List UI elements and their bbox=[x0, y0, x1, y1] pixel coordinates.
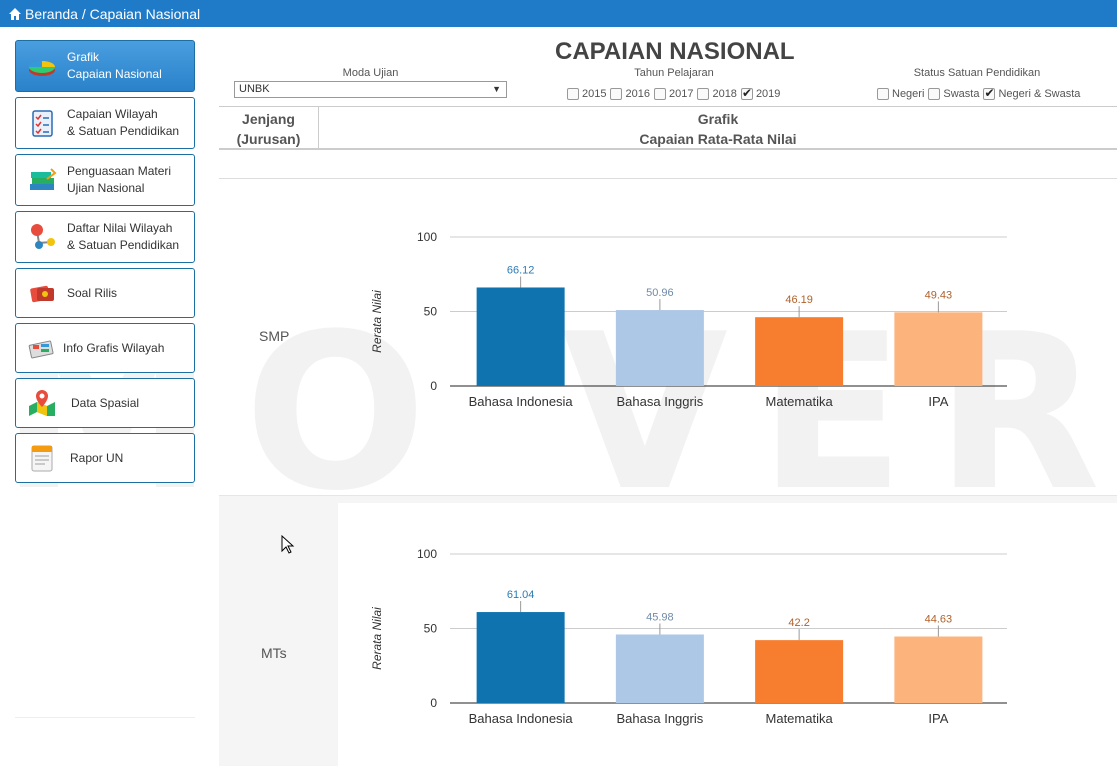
infographic-icon bbox=[28, 340, 54, 359]
sidebar-item-soal-rilis[interactable]: Soal Rilis bbox=[15, 268, 195, 318]
column-header-grafik: Grafik Capaian Rata-Rata Nilai bbox=[639, 111, 797, 147]
moda-ujian-select[interactable]: UNBK ▼ bbox=[234, 81, 507, 98]
sidebar-item-data-spasial[interactable]: Data Spasial bbox=[15, 378, 195, 428]
status-negeri-checkbox[interactable]: Negeri bbox=[877, 84, 924, 100]
y-tick-label: 100 bbox=[417, 547, 437, 561]
checkbox-box[interactable] bbox=[928, 88, 941, 100]
row-divider bbox=[219, 178, 1117, 179]
sidebar-item-capaian-wilayah[interactable]: Capaian Wilayah & Satuan Pendidikan bbox=[15, 97, 195, 149]
home-icon[interactable] bbox=[8, 7, 22, 21]
sidebar-item-label: Penguasaan Materi Ujian Nasional bbox=[67, 164, 172, 195]
checkbox-box[interactable] bbox=[983, 86, 996, 100]
bar[interactable] bbox=[755, 317, 844, 386]
sidebar-item-label: Daftar Nilai Wilayah & Satuan Pendidikan bbox=[67, 221, 180, 252]
data-value-label: 42.2 bbox=[788, 617, 809, 629]
sidebar-item-penguasaan-materi[interactable]: Penguasaan Materi Ujian Nasional bbox=[15, 154, 195, 206]
x-category-label: Matematika bbox=[766, 394, 834, 409]
x-category-label: Matematika bbox=[766, 711, 834, 726]
status-swasta-checkbox[interactable]: Swasta bbox=[928, 84, 979, 100]
x-category-label: Bahasa Inggris bbox=[617, 711, 704, 726]
x-category-label: IPA bbox=[928, 711, 948, 726]
sidebar-item-label: Capaian Wilayah & Satuan Pendidikan bbox=[67, 107, 180, 138]
bar[interactable] bbox=[476, 287, 565, 386]
sidebar-item-rapor-un[interactable]: Rapor UN bbox=[15, 433, 195, 483]
books-icon bbox=[30, 168, 57, 190]
chart-mts: 0 50 100 Rerata Nilai 61.04 Bahasa Indonesia 4… bbox=[370, 547, 1007, 726]
column-header-jenjang: Jenjang (Jurusan) bbox=[219, 107, 319, 149]
x-category-label: Bahasa Inggris bbox=[617, 394, 704, 409]
level-label-mts: MTs bbox=[261, 645, 287, 661]
table-header: Jenjang (Jurusan) Grafik Capaian Rata-Ra… bbox=[219, 106, 1117, 150]
data-value-label: 49.43 bbox=[925, 289, 953, 301]
level-label-smp: SMP bbox=[259, 328, 290, 344]
checkbox-box[interactable] bbox=[610, 88, 623, 100]
y-axis-label: Rerata Nilai bbox=[370, 607, 384, 670]
year-2017-checkbox[interactable]: 2017 bbox=[653, 84, 693, 100]
year-checkbox-group: 2015 2016 2017 2018 2019 bbox=[567, 84, 784, 100]
sidebar-item-label: Data Spasial bbox=[71, 395, 140, 410]
row-divider bbox=[219, 495, 1117, 496]
x-category-label: Bahasa Indonesia bbox=[469, 711, 574, 726]
checkbox-box[interactable] bbox=[653, 88, 666, 100]
data-value-label: 45.98 bbox=[646, 611, 674, 623]
data-value-label: 44.63 bbox=[925, 614, 953, 626]
data-value-label: 66.12 bbox=[507, 264, 535, 276]
mouse-cursor-icon bbox=[281, 535, 295, 554]
row-divider bbox=[219, 495, 1117, 503]
data-value-label: 61.04 bbox=[507, 589, 535, 601]
bar[interactable] bbox=[894, 636, 983, 703]
row-mts-label-cell bbox=[219, 503, 338, 766]
year-2018-checkbox[interactable]: 2018 bbox=[697, 84, 737, 100]
status-negeri-swasta-checkbox[interactable]: Negeri & Swasta bbox=[983, 84, 1080, 100]
chart-smp: 0 50 100 Rerata Nilai 66.12 Bahasa Indonesia 5… bbox=[370, 230, 1007, 409]
y-tick-label: 100 bbox=[417, 230, 437, 244]
y-tick-label: 0 bbox=[430, 696, 437, 710]
year-2015-checkbox[interactable]: 2015 bbox=[567, 84, 606, 100]
sidebar-divider bbox=[15, 717, 195, 718]
moda-ujian-label: Moda Ujian bbox=[342, 67, 399, 79]
bar[interactable] bbox=[615, 310, 704, 386]
checkbox-box[interactable] bbox=[740, 86, 753, 100]
molecule-icon bbox=[31, 224, 55, 249]
map-pin-icon bbox=[29, 390, 55, 416]
x-category-label: IPA bbox=[928, 394, 948, 409]
status-checkbox-group: Negeri Swasta Negeri & Swasta bbox=[877, 84, 1084, 100]
ticket-icon bbox=[30, 285, 54, 303]
sidebar-item-label: Grafik Capaian Nasional bbox=[67, 50, 162, 81]
tahun-pelajaran-label: Tahun Pelajaran bbox=[634, 67, 714, 79]
sidebar-item-info-grafis[interactable]: Info Grafis Wilayah bbox=[15, 323, 195, 373]
bar[interactable] bbox=[615, 634, 704, 703]
sidebar-item-grafik-capaian-nasional[interactable]: Grafik Capaian Nasional bbox=[15, 40, 195, 92]
bar[interactable] bbox=[755, 640, 844, 703]
y-tick-label: 0 bbox=[430, 379, 437, 393]
sidebar-item-label: Info Grafis Wilayah bbox=[63, 340, 165, 355]
bar[interactable] bbox=[894, 312, 983, 386]
sidebar-item-daftar-nilai[interactable]: Daftar Nilai Wilayah & Satuan Pendidikan bbox=[15, 211, 195, 263]
checklist-icon bbox=[32, 110, 53, 137]
checkbox-box[interactable] bbox=[697, 88, 710, 100]
y-axis-label: Rerata Nilai bbox=[370, 290, 384, 353]
pie-chart-icon bbox=[29, 61, 55, 76]
breadcrumb[interactable]: Beranda / Capaian Nasional bbox=[25, 5, 201, 22]
sidebar-item-label: Rapor UN bbox=[70, 450, 124, 465]
dropdown-arrow-icon: ▼ bbox=[492, 84, 501, 94]
status-satuan-label: Status Satuan Pendidikan bbox=[913, 67, 1041, 79]
y-tick-label: 50 bbox=[424, 305, 438, 319]
report-icon bbox=[31, 445, 53, 472]
data-value-label: 50.96 bbox=[646, 287, 674, 299]
checkbox-box[interactable] bbox=[877, 88, 889, 100]
page-title: CAPAIAN NASIONAL bbox=[555, 38, 795, 65]
bar[interactable] bbox=[476, 612, 565, 703]
year-2019-checkbox[interactable]: 2019 bbox=[740, 84, 780, 100]
year-2016-checkbox[interactable]: 2016 bbox=[610, 84, 650, 100]
checkbox-box[interactable] bbox=[567, 88, 579, 100]
data-value-label: 46.19 bbox=[785, 294, 813, 306]
moda-ujian-value: UNBK bbox=[239, 83, 270, 95]
y-tick-label: 50 bbox=[424, 622, 438, 636]
x-category-label: Bahasa Indonesia bbox=[469, 394, 574, 409]
top-bar: Beranda / Capaian Nasional bbox=[0, 0, 1117, 27]
sidebar-item-label: Soal Rilis bbox=[67, 285, 118, 300]
